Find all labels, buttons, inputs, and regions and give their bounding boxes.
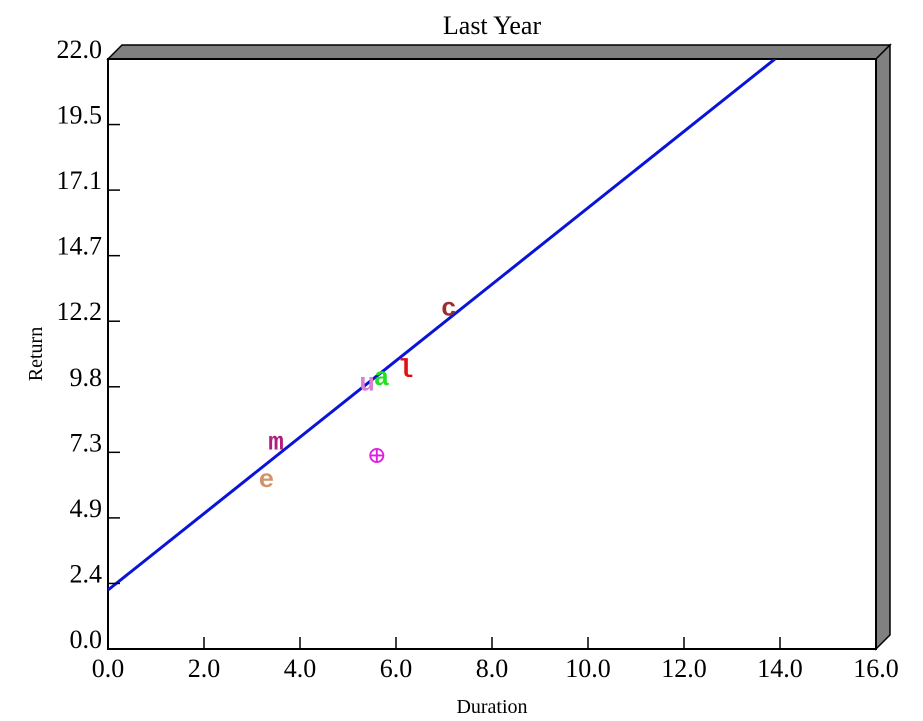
data-point-u: u bbox=[359, 369, 375, 399]
x-tick-label: 4.0 bbox=[284, 654, 317, 683]
x-tick-label: 16.0 bbox=[853, 654, 899, 683]
y-axis-label: Return bbox=[25, 327, 47, 381]
data-point-a: a bbox=[374, 363, 390, 393]
y-tick-label: 7.3 bbox=[70, 428, 103, 457]
x-tick-label: 14.0 bbox=[757, 654, 803, 683]
frame-top-face bbox=[106, 44, 892, 60]
y-tick-label: 4.9 bbox=[70, 494, 103, 523]
y-tick-label: 0.0 bbox=[70, 625, 103, 654]
x-tick-label: 0.0 bbox=[92, 654, 125, 683]
circled-plus-marker: ⊕ bbox=[367, 443, 387, 469]
x-tick-label: 12.0 bbox=[661, 654, 707, 683]
chart-title: Last Year bbox=[443, 11, 542, 40]
data-point-l: l bbox=[398, 355, 414, 385]
x-tick-label: 8.0 bbox=[476, 654, 509, 683]
x-axis-label: Duration bbox=[456, 696, 527, 718]
y-axis-ticks: 0.0 2.4 4.9 7.3 9.8 12.2 14.7 17.1 19.5 22.0 bbox=[57, 35, 120, 654]
regression-line bbox=[108, 59, 778, 592]
y-tick-label: 12.2 bbox=[57, 297, 103, 326]
y-tick-label: 9.8 bbox=[70, 363, 103, 392]
x-tick-label: 2.0 bbox=[188, 654, 221, 683]
y-tick-label: 19.5 bbox=[57, 101, 103, 130]
plot-area bbox=[107, 58, 877, 650]
y-tick-label: 22.0 bbox=[57, 35, 103, 64]
data-point-e: e bbox=[259, 465, 275, 495]
data-point-c: c bbox=[441, 293, 457, 323]
y-tick-label: 2.4 bbox=[70, 559, 103, 588]
frame-right-face bbox=[875, 43, 891, 651]
y-tick-label: 14.7 bbox=[57, 232, 103, 261]
fit-line-layer bbox=[108, 59, 778, 592]
x-tick-label: 6.0 bbox=[380, 654, 413, 683]
x-tick-label: 10.0 bbox=[565, 654, 611, 683]
points-layer: em ua l c ⊕ bbox=[259, 293, 457, 495]
y-tick-label: 17.1 bbox=[57, 166, 103, 195]
data-point-m: m bbox=[268, 428, 284, 458]
x-axis-ticks: 0.0 2.0 4.0 6.0 8.0 10.0 12.0 14.0 16.0 bbox=[92, 637, 899, 683]
